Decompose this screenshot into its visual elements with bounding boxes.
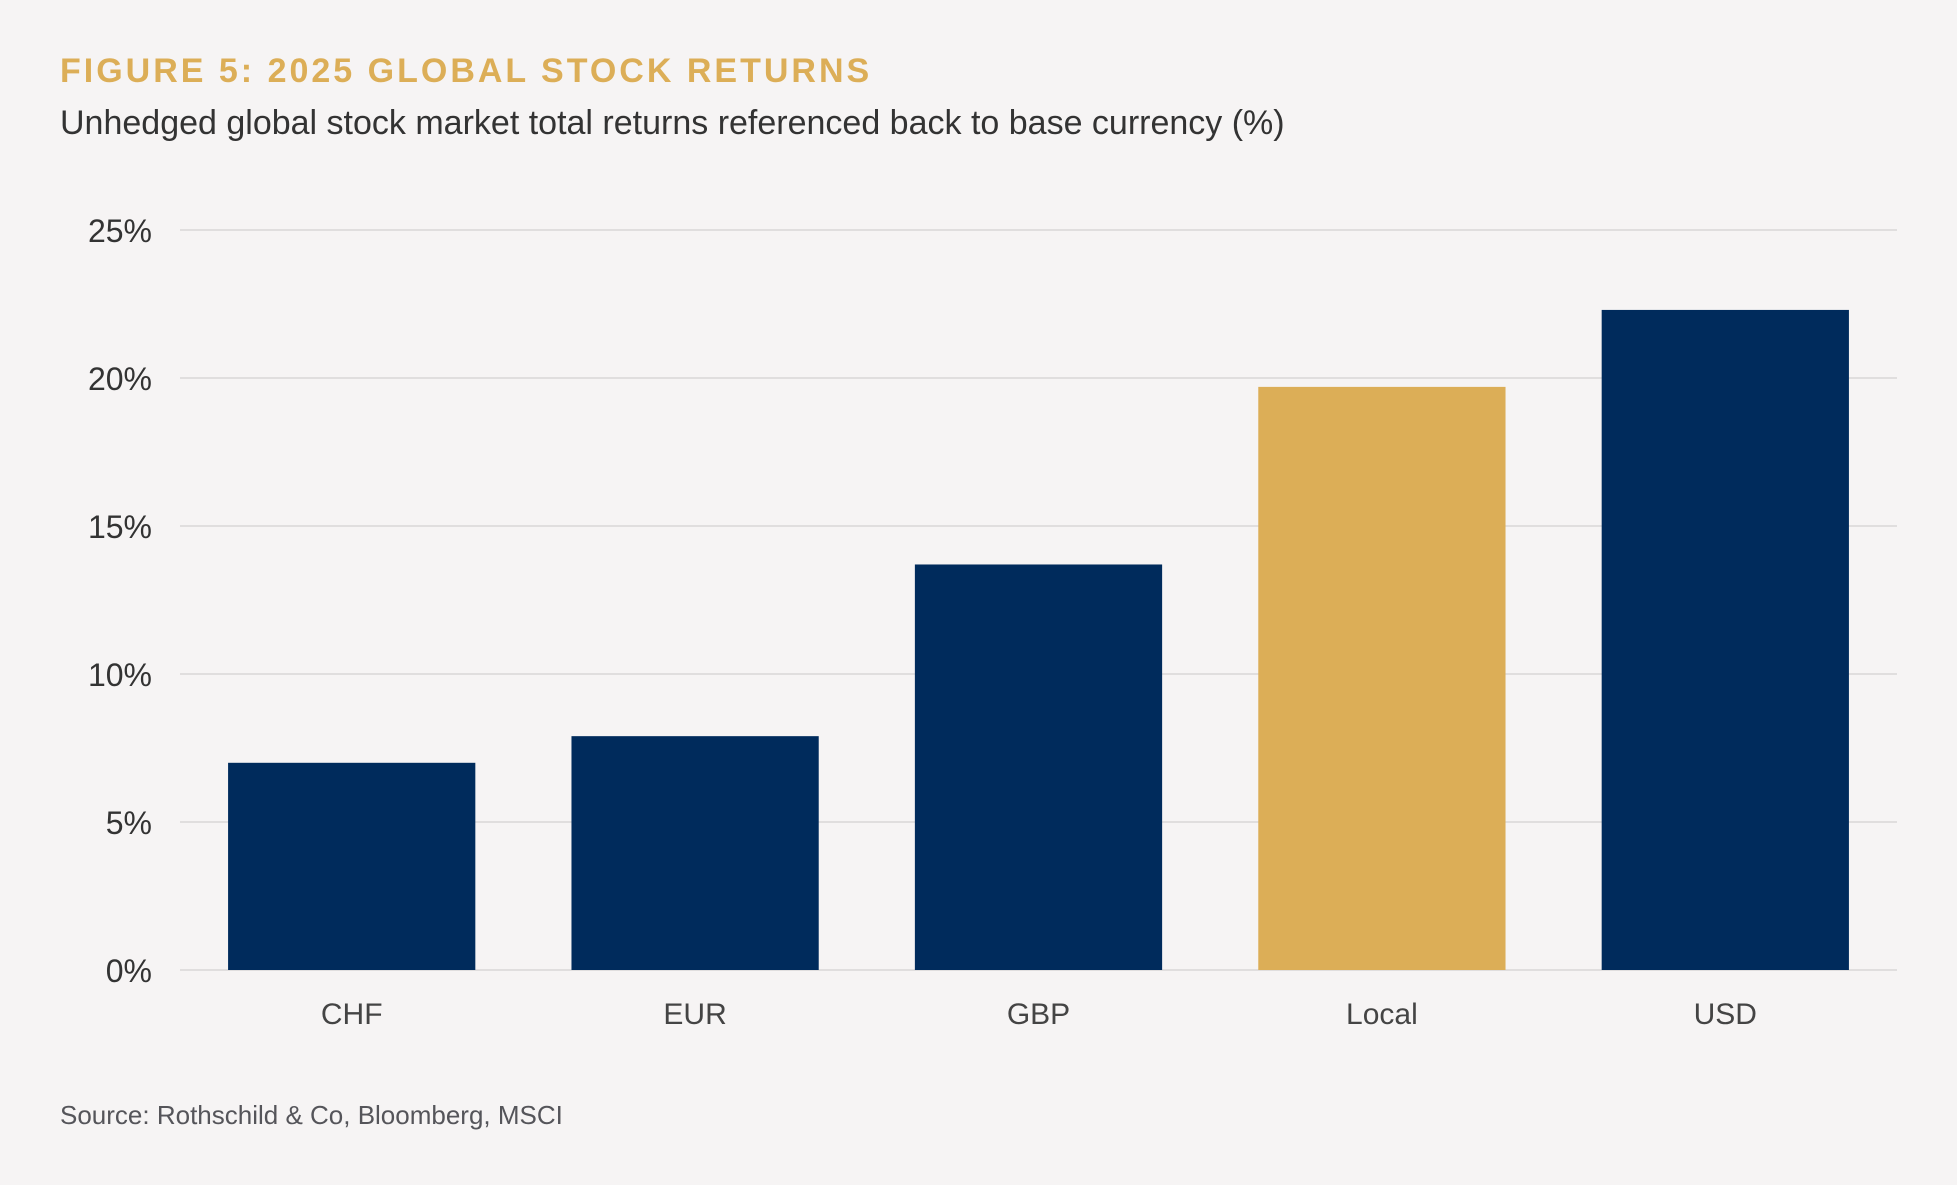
bar-eur bbox=[571, 736, 819, 970]
y-tick-label: 25% bbox=[88, 213, 152, 249]
x-tick-label: GBP bbox=[1007, 998, 1070, 1031]
bar-gbp bbox=[914, 564, 1163, 970]
chart-subtitle: Unhedged global stock market total retur… bbox=[60, 104, 1285, 142]
bar-local bbox=[1258, 386, 1506, 970]
x-tick-label: USD bbox=[1694, 998, 1757, 1031]
bar-chf bbox=[228, 762, 476, 970]
y-tick-label: 20% bbox=[88, 361, 152, 397]
x-tick-label: Local bbox=[1346, 998, 1418, 1031]
y-tick-label: 10% bbox=[88, 657, 152, 693]
bar-usd bbox=[1601, 309, 1849, 970]
y-tick-label: 5% bbox=[106, 805, 152, 841]
x-tick-label: EUR bbox=[663, 998, 726, 1031]
chart-title: FIGURE 5: 2025 GLOBAL STOCK RETURNS bbox=[60, 52, 873, 90]
source-note: Source: Rothschild & Co, Bloomberg, MSCI bbox=[60, 1100, 563, 1130]
y-tick-label: 15% bbox=[88, 509, 152, 545]
y-tick-label: 0% bbox=[106, 953, 152, 989]
x-tick-label: CHF bbox=[321, 998, 383, 1031]
